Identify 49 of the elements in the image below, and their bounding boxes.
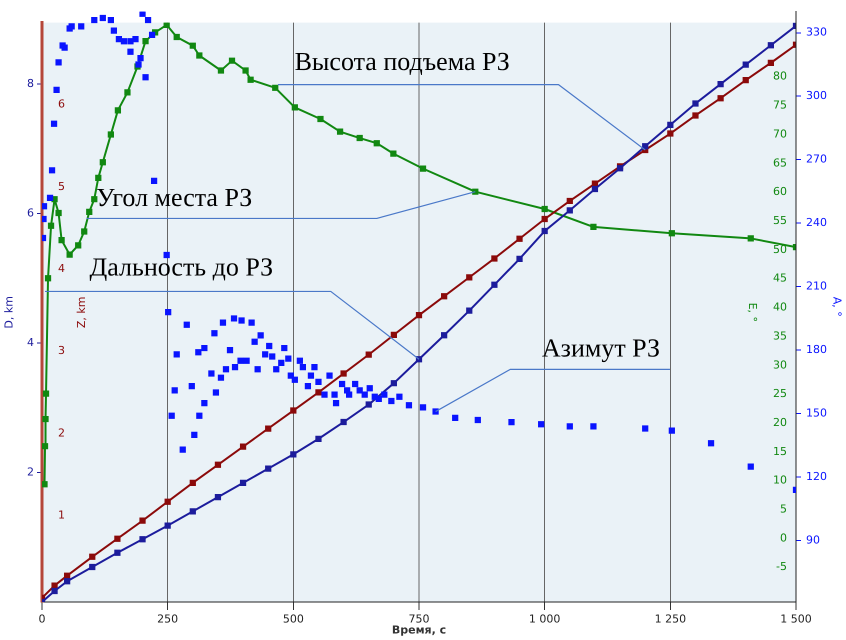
y2-tick-label: 2 (58, 426, 65, 440)
y2-axis-title: Z, km (74, 296, 88, 328)
y3-tick-label: 45 (773, 272, 787, 285)
y3-tick-label: 30 (773, 358, 787, 372)
y-tick-label: 120 (806, 470, 827, 484)
x-axis-title: Время, с (392, 623, 446, 636)
y3-tick-label: 15 (773, 444, 787, 458)
y2-tick-label: 6 (58, 98, 65, 111)
y-tick-label: 90 (806, 533, 820, 546)
y3-tick-label: 25 (773, 387, 787, 400)
y3-tick-label: 55 (773, 214, 787, 227)
y-tick-label: 270 (806, 152, 827, 166)
y3-tick-label: 5 (780, 502, 787, 516)
y-tick-label: 300 (806, 89, 827, 102)
y3-tick-label: 70 (773, 127, 787, 140)
y-axis-title: A, ° (830, 296, 844, 317)
y2-tick-label: 1 (58, 508, 65, 522)
y3-tick-label: 0 (780, 531, 787, 544)
y-tick-label: 6 (27, 206, 34, 220)
x-tick-label: 1 000 (528, 612, 560, 626)
y-tick-label: 150 (806, 406, 827, 420)
y-tick-label: 4 (27, 336, 34, 349)
y3-tick-label: 60 (773, 185, 787, 198)
y-tick-label: 210 (806, 280, 827, 293)
y3-tick-label: 50 (773, 242, 787, 256)
y-tick-label: 8 (27, 76, 34, 90)
y2-tick-label: 3 (58, 344, 65, 358)
y3-tick-label: 35 (773, 329, 787, 342)
x-tick-label: 1 250 (654, 612, 686, 626)
y2-tick-label: 5 (58, 180, 65, 193)
y3-tick-label: -5 (776, 560, 787, 574)
y3-tick-label: 80 (773, 70, 787, 83)
y3-tick-label: 10 (773, 474, 787, 487)
y3-axis-title: E, ° (746, 302, 760, 322)
x-tick-label: 0 (38, 612, 46, 626)
x-tick-label: 500 (282, 612, 304, 626)
y3-tick-label: 40 (773, 300, 787, 314)
y2-tick-label: 4 (58, 262, 65, 276)
y-tick-label: 240 (806, 216, 827, 230)
x-tick-label: 1 500 (780, 612, 812, 626)
y3-tick-label: 65 (773, 156, 787, 170)
x-tick-label: 750 (408, 612, 430, 626)
y3-tick-label: 20 (773, 416, 787, 429)
y-tick-label: 2 (27, 465, 34, 478)
y-axis-title: D, km (2, 296, 16, 329)
x-tick-label: 250 (157, 612, 178, 626)
y3-tick-label: 75 (773, 98, 787, 112)
y-tick-label: 180 (806, 343, 827, 356)
y-tick-label: 330 (806, 26, 827, 39)
